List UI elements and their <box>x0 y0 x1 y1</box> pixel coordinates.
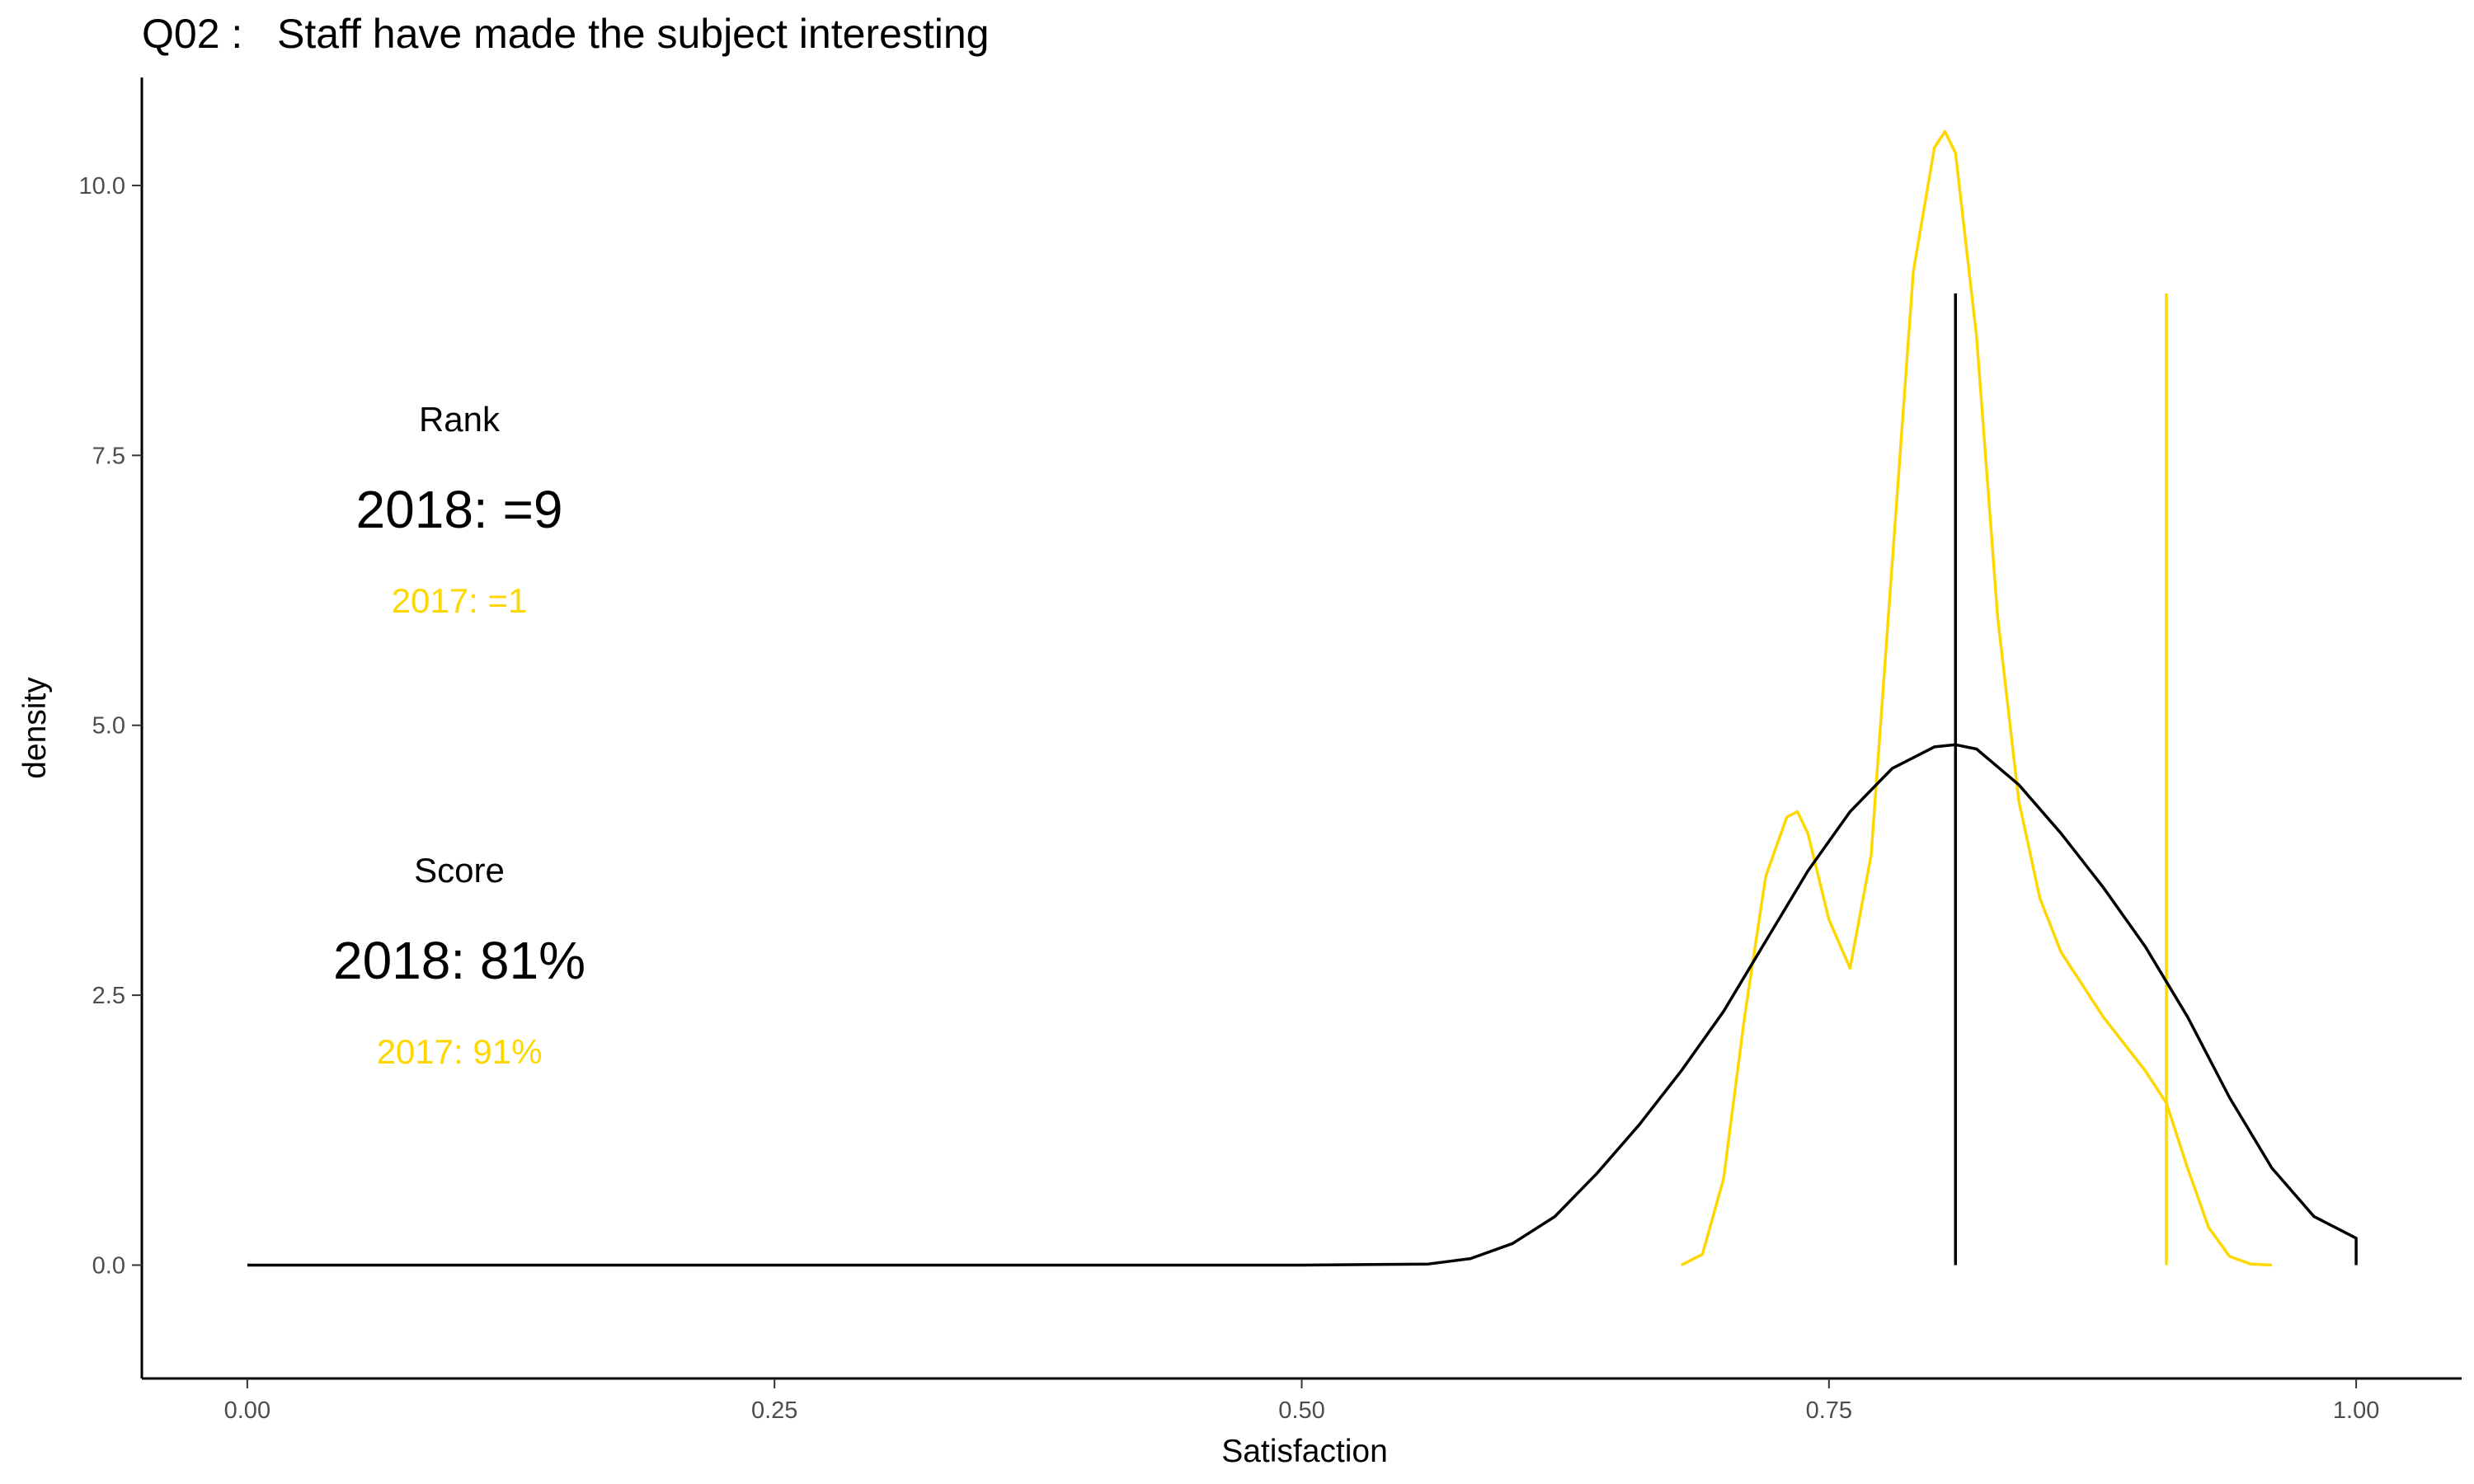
score-2018-value: 2018: 81% <box>333 931 586 990</box>
score-annotation: Score 2018: 81% 2017: 91% <box>333 851 586 1071</box>
y-tick-label: 10.0 <box>79 173 125 200</box>
y-axis-ticks: 0.0 2.5 5.0 7.5 10.0 <box>79 173 142 1279</box>
x-tick-label: 0.75 <box>1806 1397 1852 1424</box>
x-tick-label: 0.25 <box>751 1397 797 1424</box>
x-tick-label: 0.50 <box>1278 1397 1324 1424</box>
y-axis-title: density <box>17 677 53 779</box>
x-axis-title: Satisfaction <box>1221 1434 1388 1469</box>
rank-annotation: Rank 2018: =9 2017: =1 <box>356 400 563 620</box>
x-axis-ticks: 0.00 0.25 0.50 0.75 1.00 <box>224 1378 2379 1424</box>
score-heading: Score <box>414 851 505 890</box>
plot-area <box>247 129 2358 1267</box>
density-curve-2018 <box>247 743 2358 1267</box>
x-tick-label: 1.00 <box>2333 1397 2379 1424</box>
y-tick-label: 7.5 <box>92 443 125 469</box>
y-tick-label: 2.5 <box>92 983 125 1009</box>
rank-2017-value: 2017: =1 <box>392 581 528 620</box>
chart-title: Q02 : Staff have made the subject intere… <box>142 11 989 57</box>
rank-2018-value: 2018: =9 <box>356 480 563 539</box>
rank-heading: Rank <box>419 400 501 439</box>
density-curve-2017 <box>1681 129 2272 1267</box>
y-tick-label: 5.0 <box>92 713 125 740</box>
score-2017-value: 2017: 91% <box>377 1032 543 1071</box>
y-tick-label: 0.0 <box>92 1252 125 1279</box>
x-tick-label: 0.00 <box>224 1397 270 1424</box>
